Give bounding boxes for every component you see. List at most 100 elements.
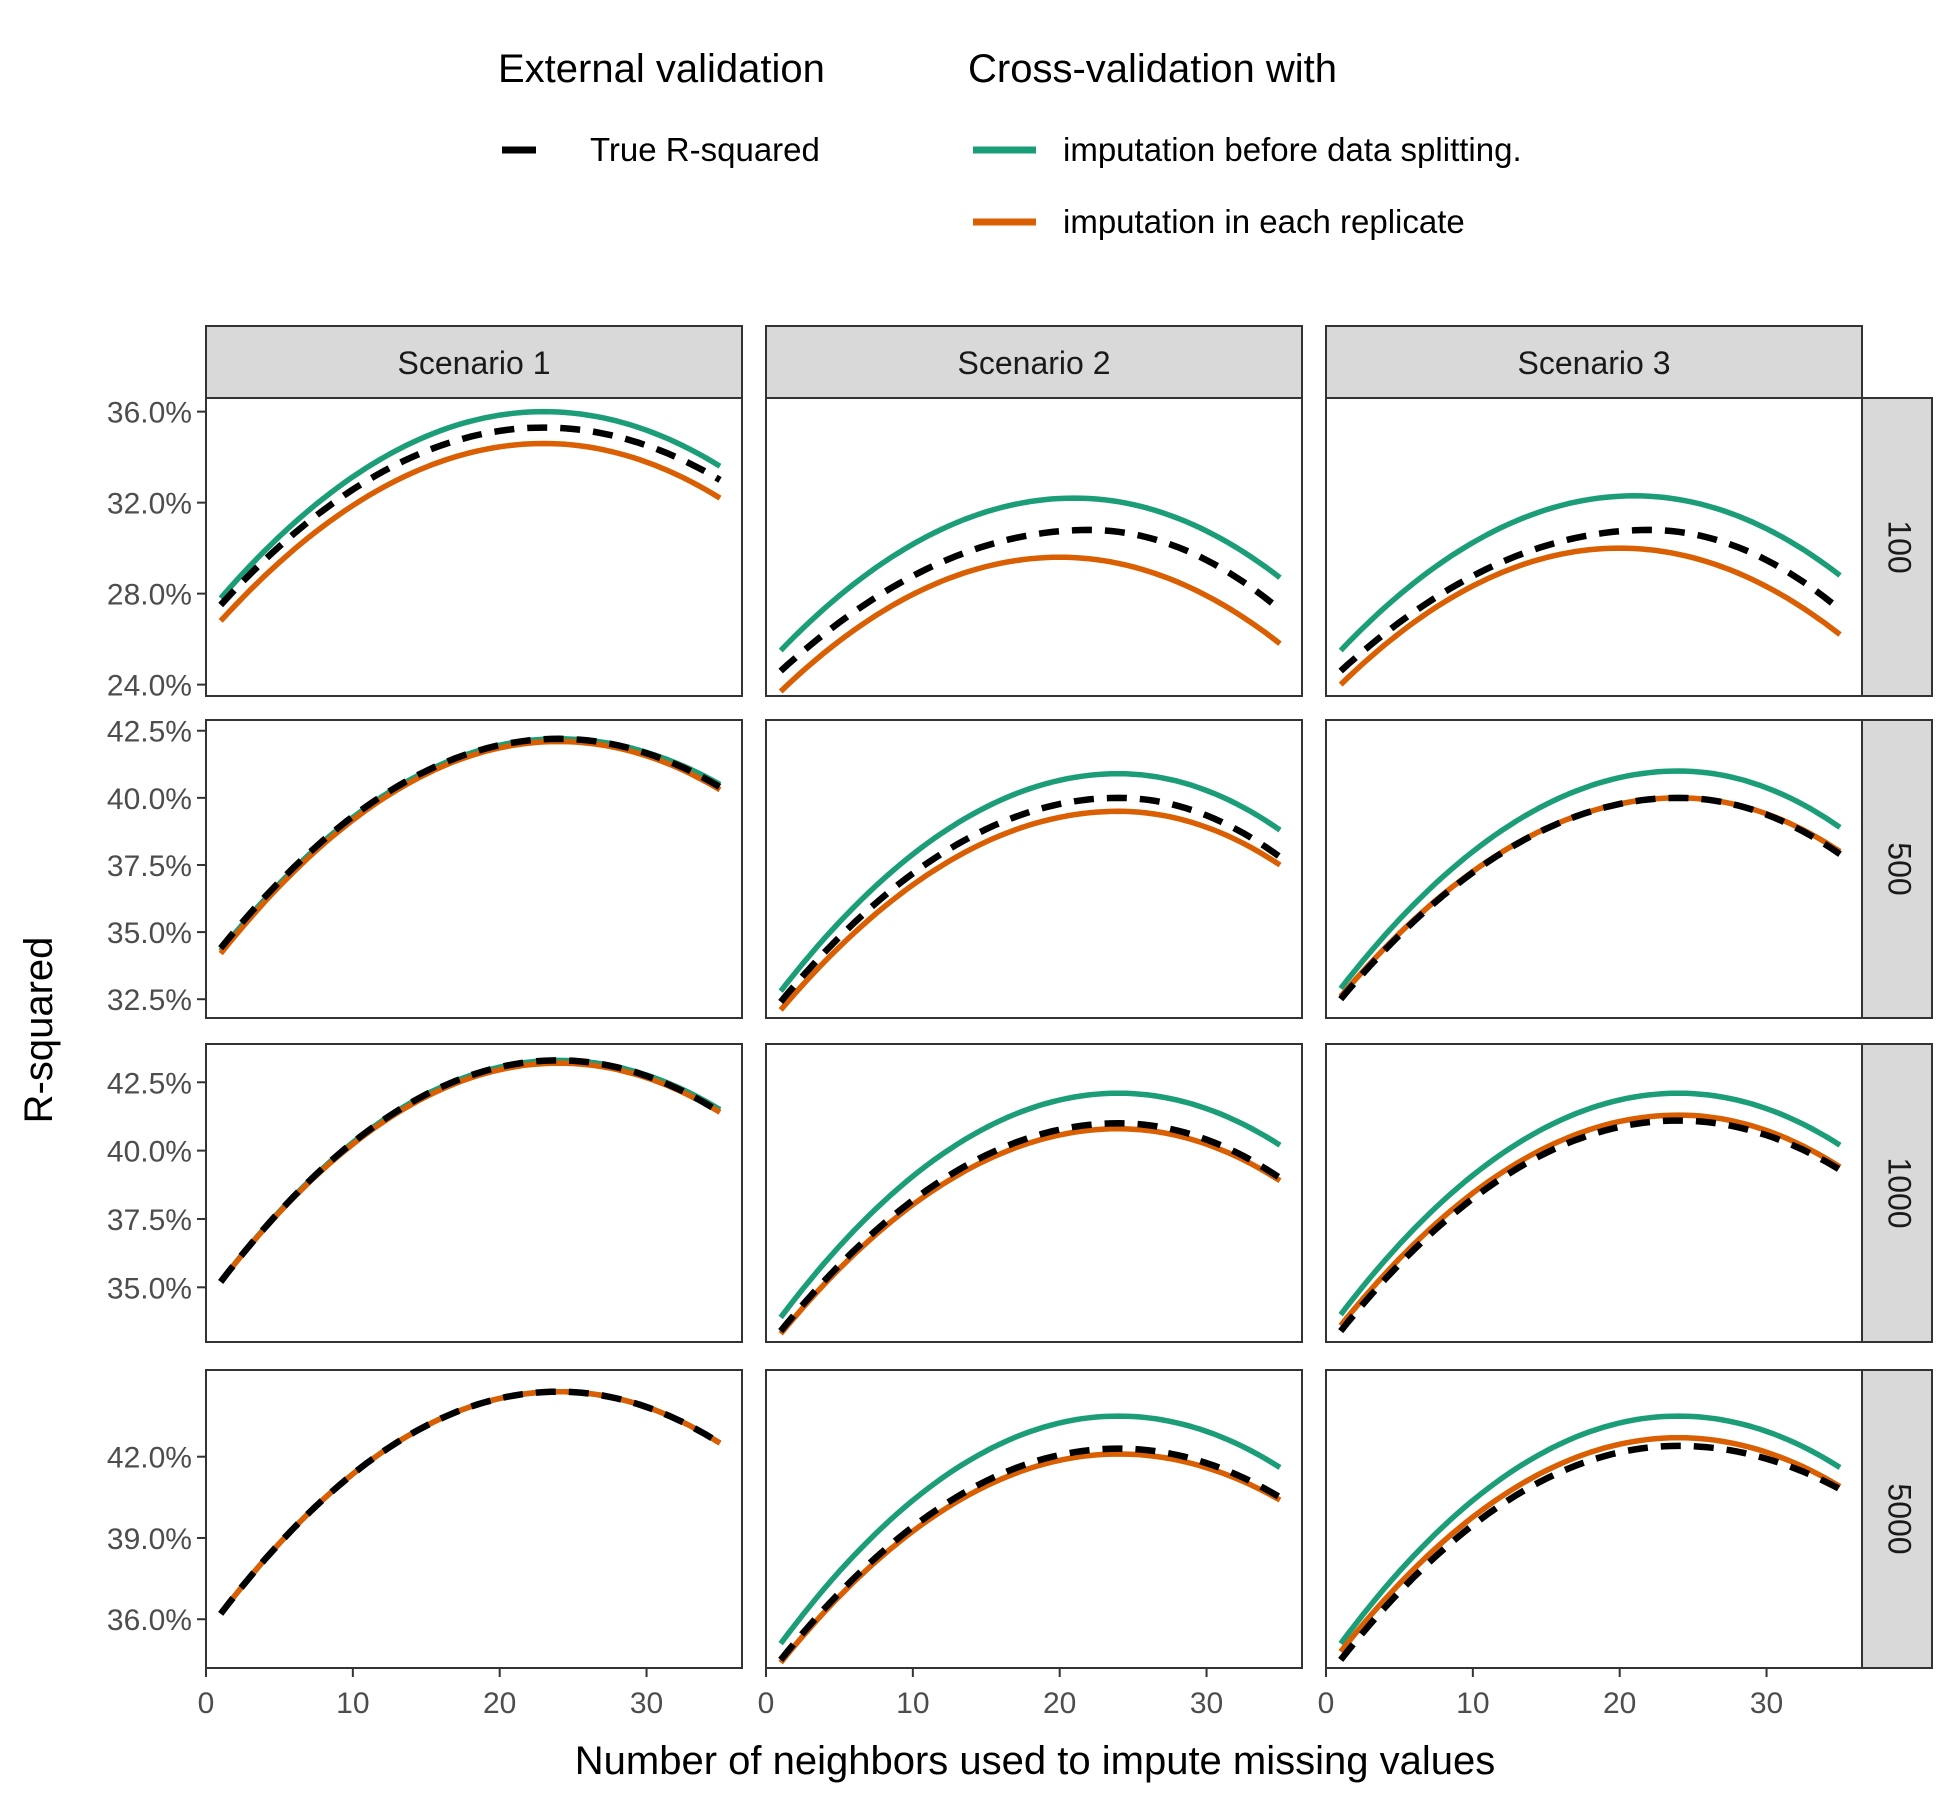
column-strip-label: Scenario 1 [398,345,551,381]
facet-panel: 32.5% 35.0% 37.5% 40.0% 42.5% [107,716,743,1019]
x-tick-label: 10 [336,1687,369,1720]
series-line-each [218,738,722,956]
series-line-before [1338,493,1842,653]
x-tick-label: 10 [1456,1687,1489,1720]
x-axis-title: Number of neighbors used to impute missi… [575,1739,1495,1783]
panel-background [205,1369,743,1669]
series-line-true [218,1388,722,1616]
row-strip-label: 500 [1882,842,1918,895]
legend: External validation Cross-validation wit… [498,47,1522,240]
series-line-before [778,1413,1282,1646]
series-line-before [218,408,722,601]
facet-panel: 0 10 20 30 [1318,1369,1863,1720]
legend-title-cross-validation: Cross-validation with [968,47,1337,91]
row-strip [1861,719,1933,1019]
panel-background [765,719,1303,1019]
panel-background [205,719,743,1019]
x-tick-label: 20 [1043,1687,1076,1720]
y-tick-label: 42.0% [107,1442,192,1475]
series-line-true [778,526,1283,674]
y-tick-label: 40.0% [107,1136,192,1169]
row-strip-label: 1000 [1882,1157,1918,1228]
series-line-each [778,1126,1282,1336]
series-line-each [1338,1112,1842,1328]
facet-panel [1325,1043,1863,1343]
series-line-true [218,424,722,608]
series-line-before [1338,768,1842,991]
y-tick-label: 42.5% [107,716,192,749]
series-line-each [218,440,722,623]
panel-background [205,1043,743,1343]
x-tick-label: 30 [630,1687,663,1720]
facet-panel: 0 10 20 30 [758,1369,1303,1720]
series-line-before [778,495,1282,653]
y-tick-label: 39.0% [107,1523,192,1556]
y-axis-title: R-squared [17,937,61,1124]
panel-background [205,397,743,697]
panel-background [1325,1369,1863,1669]
x-tick-label: 10 [896,1687,929,1720]
column-strip-label: Scenario 3 [1518,345,1671,381]
y-tick-label: 36.0% [107,1604,192,1637]
facet-panel: 24.0% 28.0% 32.0% 36.0% [107,397,743,703]
panel-background [1325,1043,1863,1343]
panel-background [1325,719,1863,1019]
row-strip-label: 100 [1882,520,1918,573]
y-tick-label: 37.5% [107,850,192,883]
facet-panel [1325,397,1863,697]
column-strip [1325,325,1863,399]
y-tick-label: 42.5% [107,1067,192,1100]
row-strip [1861,1369,1933,1669]
series-line-each [778,554,1282,694]
facet-panel [1325,719,1863,1019]
legend-label-each: imputation in each replicate [1063,203,1465,240]
x-tick-label: 0 [758,1687,775,1720]
facet-panel [765,1043,1303,1343]
column-strip-label: Scenario 2 [958,345,1111,381]
series-line-before [778,770,1282,993]
panel-background [765,1369,1303,1669]
series-line-before [1338,1413,1842,1646]
series-line-each [1338,1434,1842,1654]
facet-panels: Scenario 1 Scenario 2 Scenario 31005001000… [107,325,1933,1720]
series-line-before [778,1090,1282,1320]
row-strip [1861,1043,1933,1343]
y-tick-label: 40.0% [107,783,192,816]
facet-panel: 35.0% 37.5% 40.0% 42.5% [107,1043,743,1343]
series-line-true [1338,794,1842,1002]
facet-panel [765,719,1303,1019]
x-tick-label: 30 [1190,1687,1223,1720]
legend-label-before: imputation before data splitting. [1063,131,1522,168]
panel-background [765,397,1303,697]
y-tick-label: 35.0% [107,1272,192,1305]
panel-background [765,1043,1303,1343]
column-strip [765,325,1303,399]
series-line-each [778,1451,1282,1665]
facet-panel: 36.0% 39.0% 42.0% 0 10 20 30 [107,1369,743,1720]
x-tick-label: 20 [1603,1687,1636,1720]
y-tick-label: 37.5% [107,1204,192,1237]
series-line-true [218,1057,722,1284]
legend-title-external: External validation [498,47,825,91]
series-line-true [1338,526,1843,674]
x-tick-label: 20 [483,1687,516,1720]
column-strip [205,325,743,399]
facet-panel [765,397,1303,697]
series-line-each [778,808,1282,1012]
legend-label-true: True R-squared [590,131,820,168]
y-tick-label: 36.0% [107,397,192,430]
y-tick-label: 35.0% [107,917,192,950]
x-tick-label: 0 [198,1687,215,1720]
y-tick-label: 24.0% [107,670,192,703]
x-tick-label: 30 [1750,1687,1783,1720]
panel-background [1325,397,1863,697]
y-tick-label: 32.0% [107,488,192,521]
series-line-each [1338,545,1842,687]
series-line-before [1338,1090,1842,1317]
x-tick-label: 0 [1318,1687,1335,1720]
y-tick-label: 32.5% [107,984,192,1017]
y-tick-label: 28.0% [107,579,192,612]
row-strip [1861,397,1933,697]
row-strip-label: 5000 [1882,1483,1918,1554]
